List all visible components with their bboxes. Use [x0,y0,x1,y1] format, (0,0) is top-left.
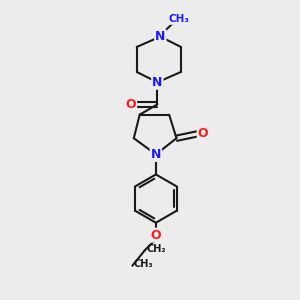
Text: N: N [155,30,166,43]
Text: N: N [151,148,161,161]
Text: O: O [125,98,136,111]
Text: CH₃: CH₃ [134,259,153,269]
Text: CH₃: CH₃ [168,14,189,24]
Text: CH₂: CH₂ [146,244,166,254]
Text: N: N [152,76,163,89]
Text: O: O [198,127,208,140]
Text: O: O [151,229,161,242]
